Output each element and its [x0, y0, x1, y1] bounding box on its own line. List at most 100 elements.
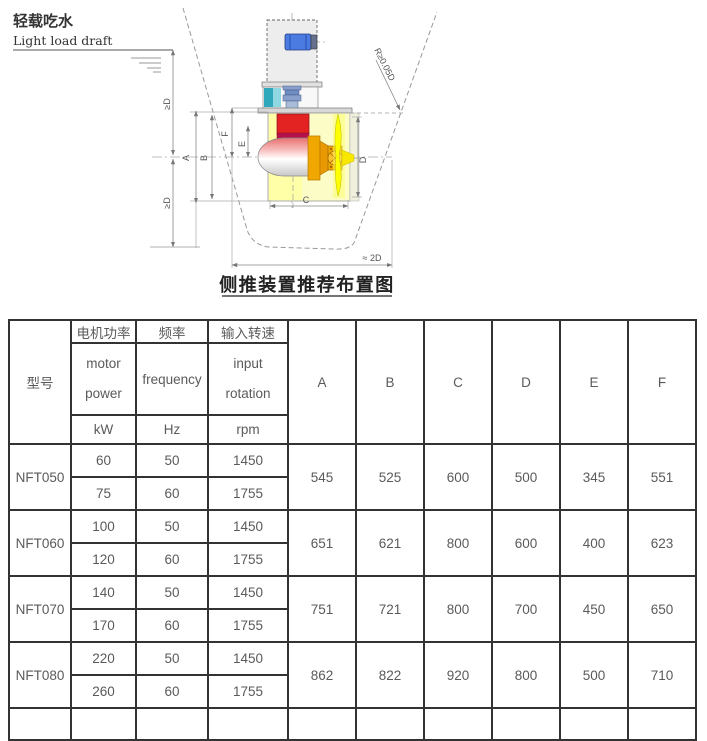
ge-d-bottom-label: ≥D [162, 197, 172, 209]
coupling-section [262, 85, 319, 111]
electric-motor [284, 33, 318, 51]
dim-e-label: E [237, 141, 247, 147]
tunnel-flange [257, 107, 353, 114]
spec-cell: 500 [559, 641, 629, 709]
spec-cell: 1755 [207, 542, 289, 577]
radius-callout: R≥0.05D [372, 46, 401, 111]
spec-cell: 400 [559, 509, 629, 577]
table-row: NFT060 100 50 1450 651 621 800 600 400 6… [8, 509, 697, 577]
spec-cell [491, 707, 561, 741]
header-rotation-en: input rotation [207, 342, 289, 416]
dimension-c: C [269, 195, 349, 209]
header-power-en-line1: motor [86, 356, 121, 371]
dim-a-label: A [181, 155, 191, 161]
spec-cell: 525 [355, 443, 425, 511]
dimension-b: B [199, 114, 215, 200]
dim-f-label: F [220, 131, 230, 137]
spec-cell: 721 [355, 575, 425, 643]
header-dim-f: F [627, 319, 697, 445]
light-load-draft-cn: 轻载吃水 [13, 12, 74, 30]
spec-cell: 50 [135, 443, 209, 478]
dimension-f: F [220, 107, 235, 158]
ge-d-top-label: ≥D [162, 98, 172, 110]
header-rotation-en-line2: rotation [225, 386, 271, 401]
spec-cell: 651 [287, 509, 357, 577]
header-rotation-en-line1: input [233, 356, 263, 371]
approx-2d-label: ≈ 2D [363, 253, 382, 263]
header-dim-a: A [287, 319, 357, 445]
spec-cell: 50 [135, 641, 209, 676]
header-freq-cn: 频率 [135, 319, 209, 344]
spec-cell [8, 707, 72, 741]
dimension-a: A [181, 110, 199, 204]
header-freq-unit: Hz [135, 414, 209, 445]
spec-cell: 551 [627, 443, 697, 511]
thruster-layout-diagram: 轻载吃水 Light load draft [13, 7, 438, 297]
table-row: 120 60 1755 [9, 542, 696, 577]
spec-cell: 600 [423, 443, 493, 511]
spec-cell: 60 [70, 443, 137, 478]
spec-cell: 1755 [207, 476, 289, 511]
spec-cell: 345 [559, 443, 629, 511]
spec-cell: 800 [423, 509, 493, 577]
upper-gearbox [276, 113, 310, 140]
dim-d-label: D [358, 156, 368, 163]
spec-cell: 1755 [207, 674, 289, 709]
dim-b-label: B [199, 155, 209, 161]
spec-cell: 650 [627, 575, 697, 643]
dimension-d: D [355, 116, 368, 198]
spec-cell: 700 [491, 575, 561, 643]
diagram-caption: 侧推装置推荐布置图 [219, 274, 395, 296]
model-cell-nft070: NFT070 [8, 575, 72, 643]
header-power-en-line2: power [85, 386, 122, 401]
spec-cell: 1755 [207, 608, 289, 643]
spec-cell: 60 [135, 674, 209, 709]
spec-cell: 120 [70, 542, 137, 577]
spec-cell: 862 [287, 641, 357, 709]
spec-cell: 220 [70, 641, 137, 676]
table-row: NFT080 220 50 1450 862 822 920 800 500 7… [8, 641, 697, 709]
spec-cell: 822 [355, 641, 425, 709]
header-dim-e: E [559, 319, 629, 445]
spec-cell: 140 [70, 575, 137, 610]
dim-c-label: C [303, 195, 310, 205]
spec-cell [135, 707, 209, 741]
header-power-unit: kW [70, 414, 137, 445]
spec-cell [70, 707, 137, 741]
model-cell-nft050: NFT050 [8, 443, 72, 511]
header-model: 型号 [8, 319, 72, 445]
table-row-clipped [8, 707, 697, 741]
water-surface-ticks [131, 57, 161, 73]
spec-cell [355, 707, 425, 741]
header-power-cn: 电机功率 [70, 319, 137, 344]
spec-cell: 1450 [207, 509, 289, 544]
spec-cell [423, 707, 493, 741]
pod-body [257, 137, 310, 177]
spec-cell: 600 [491, 509, 561, 577]
spec-cell: 50 [135, 575, 209, 610]
spec-cell: 50 [135, 509, 209, 544]
table-row: 260 60 1755 [9, 674, 696, 709]
header-rotation-unit: rpm [207, 414, 289, 445]
spec-cell: 710 [627, 641, 697, 709]
spec-cell [287, 707, 357, 741]
header-power-en: motor power [70, 342, 137, 416]
spec-cell [627, 707, 697, 741]
light-load-draft-en: Light load draft [13, 33, 112, 48]
dimension-ge-d: ≥D ≥D [162, 49, 176, 248]
spec-table-wrapper: 型号 电机功率 频率 输入转速 A B C D E F motor power … [8, 319, 697, 741]
header-dim-c: C [423, 319, 493, 445]
motor-compartment [266, 19, 318, 84]
spec-cell [207, 707, 289, 741]
spec-cell: 75 [70, 476, 137, 511]
spec-cell: 623 [627, 509, 697, 577]
spec-cell: 920 [423, 641, 493, 709]
header-dim-b: B [355, 319, 425, 445]
spec-cell: 800 [423, 575, 493, 643]
spec-cell: 1450 [207, 443, 289, 478]
model-cell-nft060: NFT060 [8, 509, 72, 577]
radius-label: R≥0.05D [372, 46, 397, 83]
extension-lines [190, 107, 393, 268]
spec-cell: 621 [355, 509, 425, 577]
spec-cell: 1450 [207, 641, 289, 676]
